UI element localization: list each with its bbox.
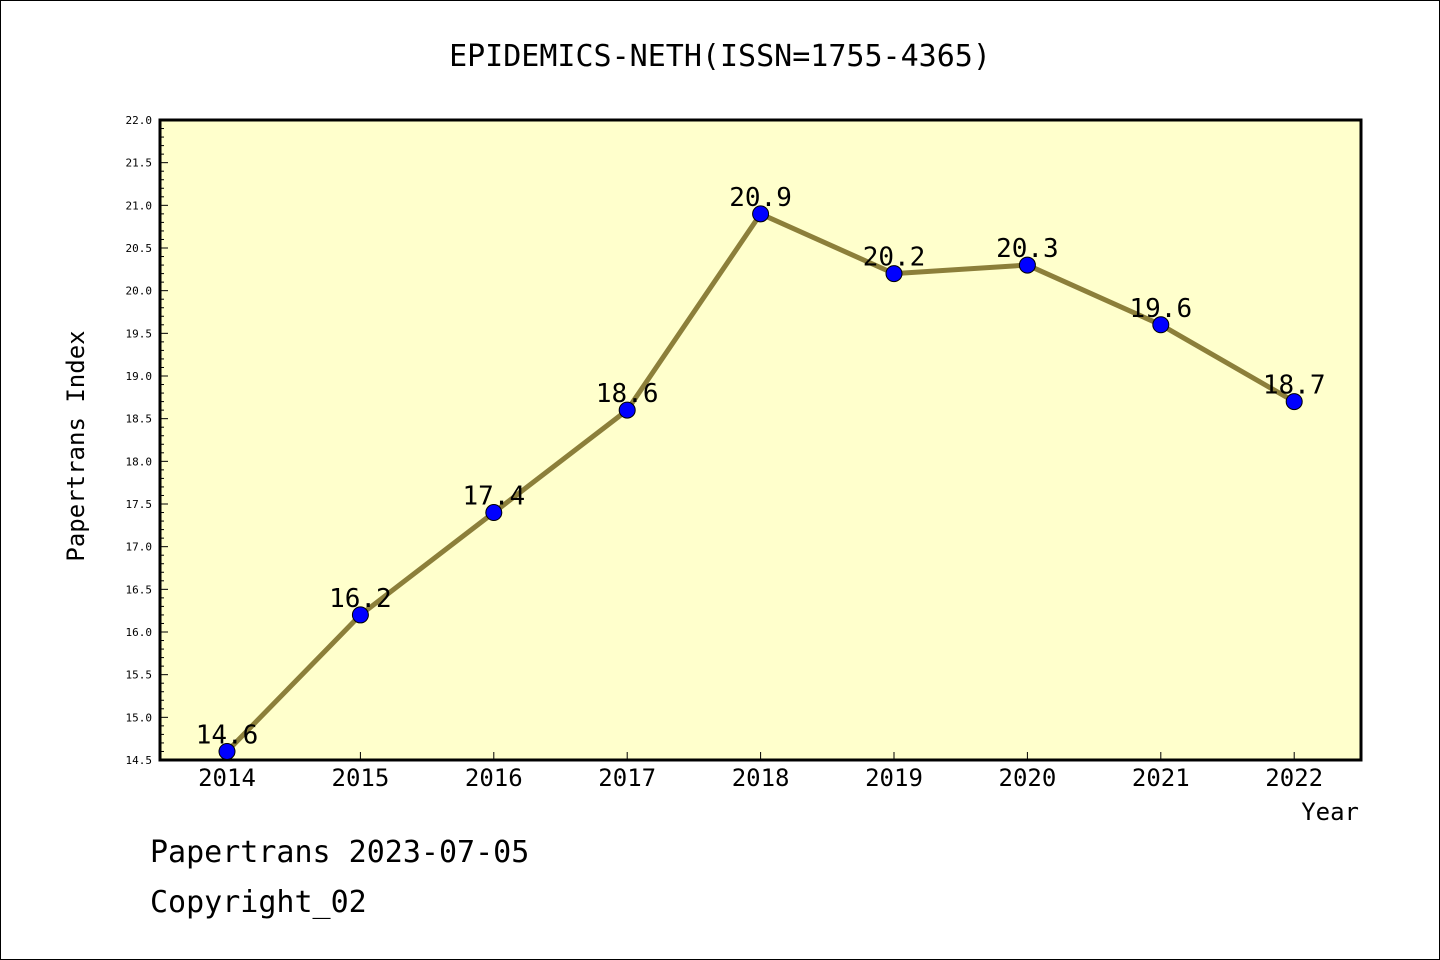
y-tick-label: 22.0 [126, 114, 153, 127]
data-label: 14.6 [196, 720, 259, 750]
chart-title: EPIDEMICS-NETH(ISSN=1755-4365) [449, 39, 991, 74]
x-tick-label: 2018 [732, 764, 790, 792]
data-label: 18.6 [596, 379, 659, 409]
y-tick-label: 20.5 [126, 242, 153, 255]
y-tick-label: 21.5 [126, 157, 153, 170]
footer-source: Papertrans 2023-07-05 [150, 835, 530, 870]
x-tick-label: 2019 [865, 764, 923, 792]
data-point [618, 401, 636, 419]
x-axis: 2014 2015 2016 2017 2018 2019 2020 2021 2022 [198, 752, 1323, 792]
data-label: 20.2 [863, 243, 926, 273]
data-label: 20.3 [996, 234, 1059, 264]
plot-area [158, 118, 1363, 762]
y-tick-label: 21.0 [126, 199, 153, 212]
data-point [752, 205, 770, 223]
data-label: 20.9 [729, 183, 792, 213]
data-points [218, 205, 1303, 760]
data-label: 16.2 [329, 584, 392, 614]
y-tick-label: 19.0 [126, 370, 153, 383]
data-label: 19.6 [1129, 294, 1192, 324]
y-tick-label: 17.5 [126, 498, 153, 511]
y-tick-label: 14.5 [126, 754, 153, 767]
x-tick-label: 2017 [598, 764, 656, 792]
y-tick-label: 16.0 [126, 626, 153, 639]
y-tick-label: 18.5 [126, 413, 153, 426]
y-tick-label: 19.5 [126, 327, 153, 340]
data-label: 18.7 [1263, 371, 1326, 401]
x-tick-label: 2022 [1265, 764, 1323, 792]
data-point [1285, 393, 1303, 411]
data-point [218, 742, 236, 760]
y-tick-label: 15.5 [126, 669, 153, 682]
x-tick-label: 2016 [465, 764, 523, 792]
y-axis-label: Papertrans Index [62, 330, 90, 561]
data-point [485, 504, 503, 522]
y-axis: 14.5 15.0 15.5 16.0 16.5 17.0 17.5 18.0 18.5 19.0… [126, 114, 168, 767]
data-point [885, 265, 903, 283]
x-axis-label: Year [1301, 798, 1359, 826]
y-tick-label: 20.0 [126, 285, 153, 298]
data-point [351, 606, 369, 624]
y-tick-label: 17.0 [126, 541, 153, 554]
y-tick-label: 16.5 [126, 583, 153, 596]
x-tick-label: 2014 [198, 764, 256, 792]
x-tick-label: 2015 [332, 764, 390, 792]
y-tick-label: 15.0 [126, 711, 153, 724]
data-label: 17.4 [462, 482, 525, 512]
data-labels: 14.6 16.2 17.4 18.6 20.9 20.2 20.3 19.6 18.7 [196, 183, 1326, 751]
footer-copyright: Copyright_02 [150, 885, 367, 920]
x-tick-label: 2021 [1132, 764, 1190, 792]
y-tick-label: 18.0 [126, 455, 153, 468]
x-tick-label: 2020 [999, 764, 1057, 792]
data-point [1018, 256, 1036, 274]
data-point [1152, 316, 1170, 334]
